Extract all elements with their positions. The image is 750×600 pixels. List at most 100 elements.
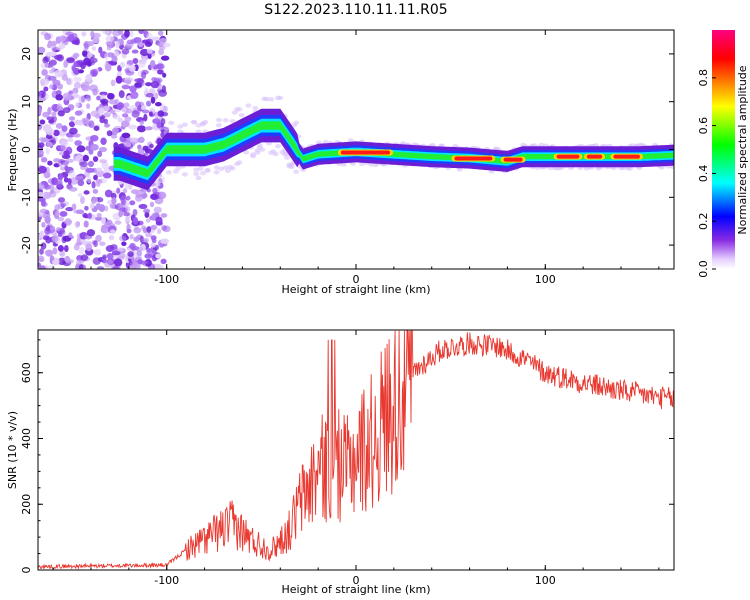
spectrogram-noise-dot — [88, 148, 94, 155]
spectrogram-noise-dot — [43, 93, 50, 99]
spectrogram-noise-dot — [49, 59, 58, 67]
spectrogram-noise-dot — [92, 32, 101, 38]
spectrogram-haze-dot — [163, 126, 170, 132]
colorbar-tick-label: 0.8 — [697, 69, 710, 87]
spectrogram-noise-dot — [79, 161, 88, 167]
colorbar-ticks: 0.0 0.2 0.4 0.6 0.8 — [697, 69, 716, 278]
spectrogram-noise-dot — [136, 249, 142, 257]
spectrogram-marks — [38, 30, 674, 269]
colorbar-tick-label: 0.2 — [697, 212, 710, 230]
spectrogram-noise-dot — [57, 71, 64, 78]
spectrogram-noise-dot — [71, 65, 76, 72]
spectrogram-noise-dot — [91, 181, 96, 189]
spectrogram-noise-dot — [39, 265, 47, 269]
spectrogram-noise-dot — [155, 253, 162, 259]
spectrogram-noise-dot — [66, 57, 75, 64]
spectrogram-noise-dot — [124, 30, 130, 38]
spectrogram-noise-dot — [129, 85, 137, 93]
spectrogram-hot-red — [454, 156, 493, 161]
spectrogram-noise-dot — [124, 254, 129, 259]
spectrogram-noise-dot — [77, 192, 83, 198]
spectrogram-noise-dot — [84, 205, 89, 211]
spectrogram-noise-dot — [152, 187, 158, 194]
spectrogram-noise-dot — [38, 182, 45, 191]
spectrogram-haze-dot — [195, 123, 202, 128]
spectrogram-noise-dot — [108, 99, 118, 105]
spectrogram-hot-red — [340, 150, 391, 155]
spectrogram-noise-dot — [99, 116, 105, 124]
spectrogram-haze-dot — [231, 110, 238, 115]
spectrogram-noise-dot — [90, 30, 95, 38]
spectrogram-noise-dot — [63, 177, 69, 183]
spectrogram-noise-dot — [113, 265, 119, 269]
spectrogram-noise-dot — [55, 210, 60, 217]
spectrogram-noise-dot — [145, 232, 153, 238]
snr-xlabel: Height of straight line (km) — [281, 583, 430, 596]
spectrogram-noise-dot — [124, 142, 132, 148]
spectrogram-noise-dot — [55, 94, 63, 101]
spectrogram-noise-dot — [125, 206, 131, 213]
spectrogram-noise-dot — [76, 59, 85, 67]
spectrogram-noise-dot — [113, 258, 123, 267]
spectrogram-noise-dot — [106, 130, 113, 137]
spectrogram-noise-dot — [42, 191, 52, 200]
spectrogram-noise-dot — [145, 218, 151, 223]
spectrogram-noise-dot — [55, 46, 63, 51]
spectrogram-noise-dot — [91, 36, 101, 44]
spectrogram-noise-dot — [139, 260, 149, 265]
spectrogram-hot-red — [503, 157, 523, 162]
spectrogram-noise-dot — [57, 216, 65, 222]
spectrogram-noise-dot — [86, 175, 92, 184]
spectrogram-hot-red — [613, 154, 640, 159]
spectrogram-noise-dot — [129, 30, 134, 38]
spectrogram-haze-dot — [195, 175, 202, 181]
spectrogram-noise-dot — [72, 87, 79, 94]
spectrogram-noise-dot — [129, 200, 136, 206]
spectrogram-noise-dot — [42, 56, 49, 64]
spectrogram-noise-dot — [158, 48, 165, 56]
spectrogram-noise-dot — [86, 51, 93, 58]
spectrogram-noise-dot — [93, 125, 100, 131]
spectrogram-noise-dot — [118, 210, 124, 218]
spectrogram-noise-dot — [101, 30, 111, 35]
spectrogram-noise-dot — [55, 227, 61, 232]
spectrogram-noise-dot — [69, 116, 76, 121]
spectrogram-noise-dot — [73, 221, 80, 229]
spectrogram-noise-dot — [93, 174, 98, 181]
spectrogram-haze-dot — [215, 117, 222, 123]
spectrogram-noise-dot — [96, 266, 105, 269]
spectrogram-noise-dot — [80, 196, 85, 205]
spectrogram-noise-dot — [98, 46, 103, 54]
spectrogram-noise-dot — [107, 259, 113, 265]
spectrogram-noise-dot — [117, 247, 125, 252]
spectrogram-noise-dot — [110, 79, 116, 87]
spectrogram-noise-dot — [81, 117, 90, 125]
spectrogram-noise-dot — [144, 87, 149, 94]
spectrogram-noise-dot — [42, 124, 52, 132]
spectrogram-haze-dot — [252, 105, 259, 111]
spectrogram-haze-dot — [243, 150, 250, 155]
spectrogram-noise-dot — [53, 163, 60, 168]
spectrogram-noise-dot — [103, 118, 109, 125]
spectrogram-noise-dot — [80, 95, 86, 103]
spectrogram-noise-dot — [138, 203, 148, 209]
spectrogram-noise-dot — [118, 235, 127, 242]
spectrogram-noise-dot — [154, 92, 159, 100]
spectrogram-noise-dot — [76, 258, 81, 266]
spectrogram-haze-dot — [277, 95, 284, 101]
spectrogram-haze-dot — [204, 168, 211, 173]
spectrogram-noise-dot — [89, 84, 99, 92]
spectrogram-haze-dot — [236, 160, 243, 165]
spectrogram-noise-dot — [60, 144, 67, 151]
spectrogram-haze-dot — [322, 139, 329, 145]
spectrogram-haze-dot — [288, 164, 295, 170]
spectrogram-ylabel: Frequency (Hz) — [6, 109, 19, 192]
spectrogram-noise-dot — [144, 211, 150, 218]
spectrogram-noise-dot — [109, 203, 117, 209]
spectrogram-noise-dot — [138, 61, 146, 68]
spectrogram-noise-dot — [67, 178, 72, 185]
spectrogram-haze-dot — [658, 165, 665, 170]
spectrogram-noise-dot — [155, 216, 163, 225]
spectrogram-haze-dot — [200, 171, 207, 176]
spectrogram-noise-dot — [142, 145, 149, 151]
